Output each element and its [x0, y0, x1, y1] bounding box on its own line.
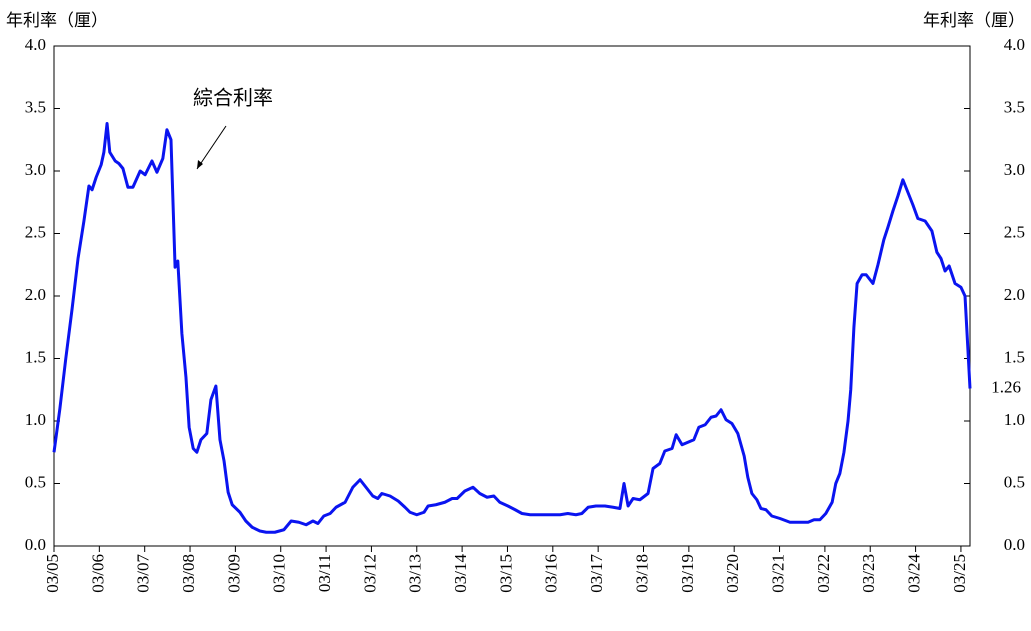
x-tick-label: 03/16 — [542, 554, 561, 593]
x-tick-label: 03/07 — [134, 554, 153, 593]
y-tick-label: 0.5 — [25, 472, 46, 491]
x-tick-label: 03/13 — [406, 554, 425, 593]
annotation-arrow — [196, 125, 227, 170]
x-tick-label: 03/09 — [224, 554, 243, 593]
x-tick-label: 03/11 — [315, 554, 334, 592]
x-tick-label: 03/15 — [496, 554, 515, 593]
y-tick-label: 3.5 — [25, 97, 46, 116]
x-tick-label: 03/17 — [587, 554, 606, 593]
x-tick-label: 03/12 — [360, 554, 379, 593]
x-tick-label: 03/20 — [723, 554, 742, 593]
plot-frame — [53, 45, 971, 547]
y-tick-label: 2.5 — [25, 222, 46, 241]
y-axis-label: 年利率（厘） — [6, 11, 108, 30]
x-tick-label: 03/22 — [814, 554, 833, 593]
x-tick-label: 03/06 — [88, 554, 107, 593]
x-tick-label: 03/10 — [270, 554, 289, 593]
y-tick-label: 2.0 — [25, 285, 46, 304]
y2-tick-label: 4.0 — [1004, 35, 1025, 54]
end-value-label: 1.26 — [991, 377, 1021, 396]
y2-tick-label: 2.5 — [1004, 222, 1025, 241]
y2-axis-label: 年利率（厘） — [923, 11, 1025, 30]
arrow-head — [197, 160, 203, 169]
y2-tick-label: 1.0 — [1004, 410, 1025, 429]
y2-tick-label: 2.0 — [1004, 285, 1025, 304]
y2-tick-label: 1.5 — [1004, 347, 1025, 366]
y-tick-label: 1.0 — [25, 410, 46, 429]
y-tick-label: 0.0 — [25, 535, 46, 554]
y2-tick-label: 0.0 — [1004, 535, 1025, 554]
x-tick-label: 03/21 — [768, 554, 787, 593]
y2-tick-label: 3.5 — [1004, 97, 1025, 116]
y-tick-label: 4.0 — [25, 35, 46, 54]
x-tick-label: 03/18 — [632, 554, 651, 593]
y-tick-label: 1.5 — [25, 347, 46, 366]
x-tick-label: 03/14 — [451, 554, 470, 593]
data-line — [52, 122, 972, 534]
x-tick-label: 03/19 — [678, 554, 697, 593]
x-tick-label: 03/05 — [43, 554, 62, 593]
y-tick-label: 3.0 — [25, 160, 46, 179]
x-tick-label: 03/08 — [179, 554, 198, 593]
x-tick-label: 03/23 — [859, 554, 878, 593]
y2-tick-label: 3.0 — [1004, 160, 1025, 179]
y2-tick-label: 0.5 — [1004, 472, 1025, 491]
annotation: 綜合利率 — [193, 87, 273, 110]
x-tick-label: 03/24 — [904, 554, 923, 593]
x-tick-label: 03/25 — [950, 554, 969, 593]
